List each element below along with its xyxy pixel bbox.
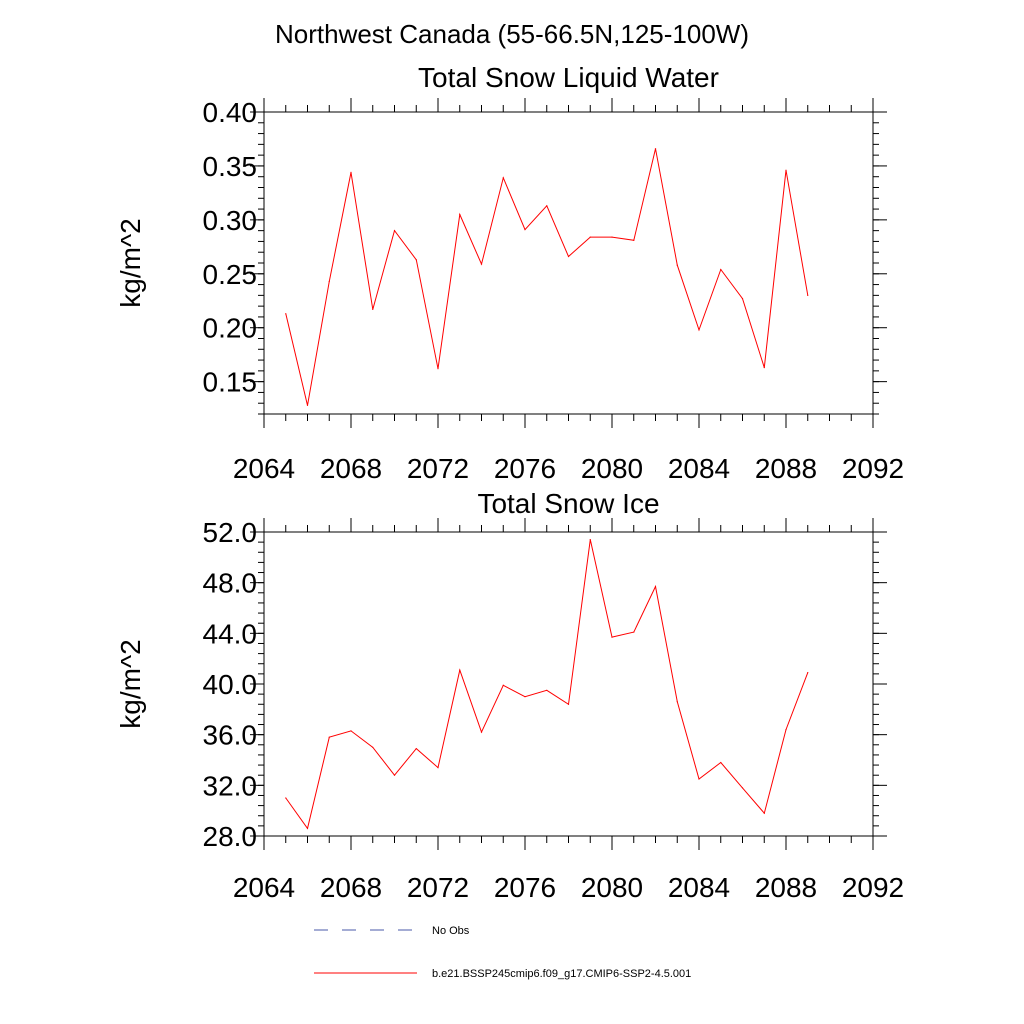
chart-1-data-point: [437, 767, 439, 769]
chart-1-data-point: [372, 746, 374, 748]
figure-title: Northwest Canada (55-66.5N,125-100W): [275, 19, 749, 49]
chart-1-data-point: [459, 669, 461, 671]
chart-0-data-point: [502, 177, 504, 179]
chart-0-x-tick-label: 2068: [320, 453, 382, 484]
chart-0-data-point: [372, 308, 374, 310]
chart-0-plot-frame: [263, 111, 874, 415]
chart-0-x-tick-label: 2084: [668, 453, 730, 484]
chart-0-data-point: [393, 230, 396, 232]
chart-0-data-point: [437, 368, 439, 370]
chart-0-data-point: [459, 213, 461, 216]
chart-1-data-point: [567, 703, 570, 705]
chart-0-y-tick-label: 0.35: [203, 151, 258, 182]
chart-0-data-point: [741, 297, 744, 300]
chart-1-x-tick-label: 2072: [407, 872, 469, 903]
chart-0-data-point: [720, 268, 722, 271]
chart-0-data-point: [633, 239, 635, 241]
legend-label-no-obs: No Obs: [432, 925, 470, 937]
chart-1-y-tick-label: 32.0: [203, 770, 258, 801]
legend-entry-model-run: b.e21.BSSP245cmip6.f09_g17.CMIP6-SSP2-4.…: [314, 968, 691, 980]
legend-label-model-run: b.e21.BSSP245cmip6.f09_g17.CMIP6-SSP2-4.…: [432, 968, 691, 980]
chart-0-data-point: [546, 205, 548, 207]
chart-1-data-point: [676, 701, 678, 703]
chart-0-x-tick-label: 2088: [755, 453, 817, 484]
chart-0-data-point: [589, 236, 591, 238]
chart-1-x-tick-label: 2076: [494, 872, 556, 903]
chart-0-data-point: [328, 280, 330, 282]
chart-1-data-point: [589, 539, 591, 541]
chart-0-y-tick-label: 0.20: [203, 313, 258, 344]
chart-1-y-tick-label: 52.0: [203, 517, 258, 548]
panel-snow-liquid-water: Total Snow Liquid Water 2064 2068 2072 2076 2…: [115, 62, 904, 484]
chart-1-x-tick-label: 2092: [842, 872, 904, 903]
chart-0-y-tick-label: 0.30: [203, 205, 258, 236]
chart-1-data-point: [763, 812, 765, 814]
chart-0-series-line: [285, 148, 809, 406]
chart-1-data-point: [350, 730, 352, 732]
chart-1-series-line: [285, 539, 809, 830]
chart-1-x-tick-label: 2064: [233, 872, 295, 903]
chart-0-data-point: [306, 404, 309, 406]
chart-0-y-tick-label: 0.25: [203, 259, 258, 290]
chart-1-data-point: [807, 672, 809, 674]
chart-0-data-point: [611, 236, 613, 238]
chart-1-title: Total Snow Ice: [477, 488, 659, 519]
chart-1-data-point: [415, 748, 417, 750]
chart-1-data-point: [306, 827, 309, 830]
chart-1-data-point: [785, 729, 787, 731]
chart-1-data-point: [720, 761, 722, 764]
chart-1-data-point: [546, 689, 548, 691]
chart-0-data-point: [285, 313, 287, 315]
chart-1-data-point: [698, 778, 700, 780]
chart-1-y-tick-label: 28.0: [203, 821, 258, 852]
chart-1-data-point: [654, 585, 657, 588]
chart-0-x-tick-label: 2080: [581, 453, 643, 484]
chart-0-data-point: [350, 171, 352, 173]
chart-0-data-point: [567, 255, 570, 258]
chart-1-data-point: [328, 736, 330, 738]
chart-1-data-point: [611, 636, 613, 638]
chart-0-y-tick-label: 0.40: [203, 97, 258, 128]
chart-0-data-point: [785, 169, 787, 171]
chart-0-data-point: [676, 264, 678, 266]
chart-1-data-point: [393, 774, 396, 776]
chart-0-y-tick-label: 0.15: [203, 367, 258, 398]
legend-entry-no-obs: No Obs: [314, 925, 470, 937]
chart-0-data-point: [698, 329, 700, 331]
chart-1-y-tick-label: 36.0: [203, 720, 258, 751]
chart-1-data-point: [480, 731, 483, 733]
chart-1-x-tick-label: 2068: [320, 872, 382, 903]
chart-0-title: Total Snow Liquid Water: [418, 62, 719, 93]
chart-0-data-point: [654, 148, 657, 150]
chart-0-x-tick-label: 2064: [233, 453, 295, 484]
chart-0-data-point: [807, 294, 809, 296]
chart-1-data-point: [502, 684, 504, 686]
chart-1-y-tick-label: 48.0: [203, 568, 258, 599]
chart-1-y-tick-label: 40.0: [203, 669, 258, 700]
legend: No Obs b.e21.BSSP245cmip6.f09_g17.CMIP6-…: [314, 925, 691, 980]
chart-0-y-axis-label: kg/m^2: [115, 218, 146, 307]
chart-1-x-tick-label: 2088: [755, 872, 817, 903]
chart-1-data-point: [633, 631, 635, 633]
chart-0-data-point: [763, 367, 765, 369]
chart-1-x-tick-label: 2084: [668, 872, 730, 903]
chart-1-y-tick-label: 44.0: [203, 618, 258, 649]
chart-1-y-axis-label: kg/m^2: [115, 639, 146, 728]
chart-1-data-point: [741, 787, 744, 789]
chart-0-data-point: [480, 263, 483, 265]
chart-1-data-point: [285, 797, 287, 799]
chart-0-data-point: [415, 259, 417, 261]
chart-1-data-point: [524, 696, 526, 698]
chart-1-x-tick-label: 2080: [581, 872, 643, 903]
panel-snow-ice: Total Snow Ice 2064 2068 2072 2076 2080 2084 20…: [115, 488, 904, 903]
chart-0-x-tick-label: 2092: [842, 453, 904, 484]
chart-1-plot-frame: [263, 531, 874, 837]
chart-0-data-point: [524, 228, 526, 231]
chart-0-x-tick-label: 2076: [494, 453, 556, 484]
chart-0-x-tick-label: 2072: [407, 453, 469, 484]
